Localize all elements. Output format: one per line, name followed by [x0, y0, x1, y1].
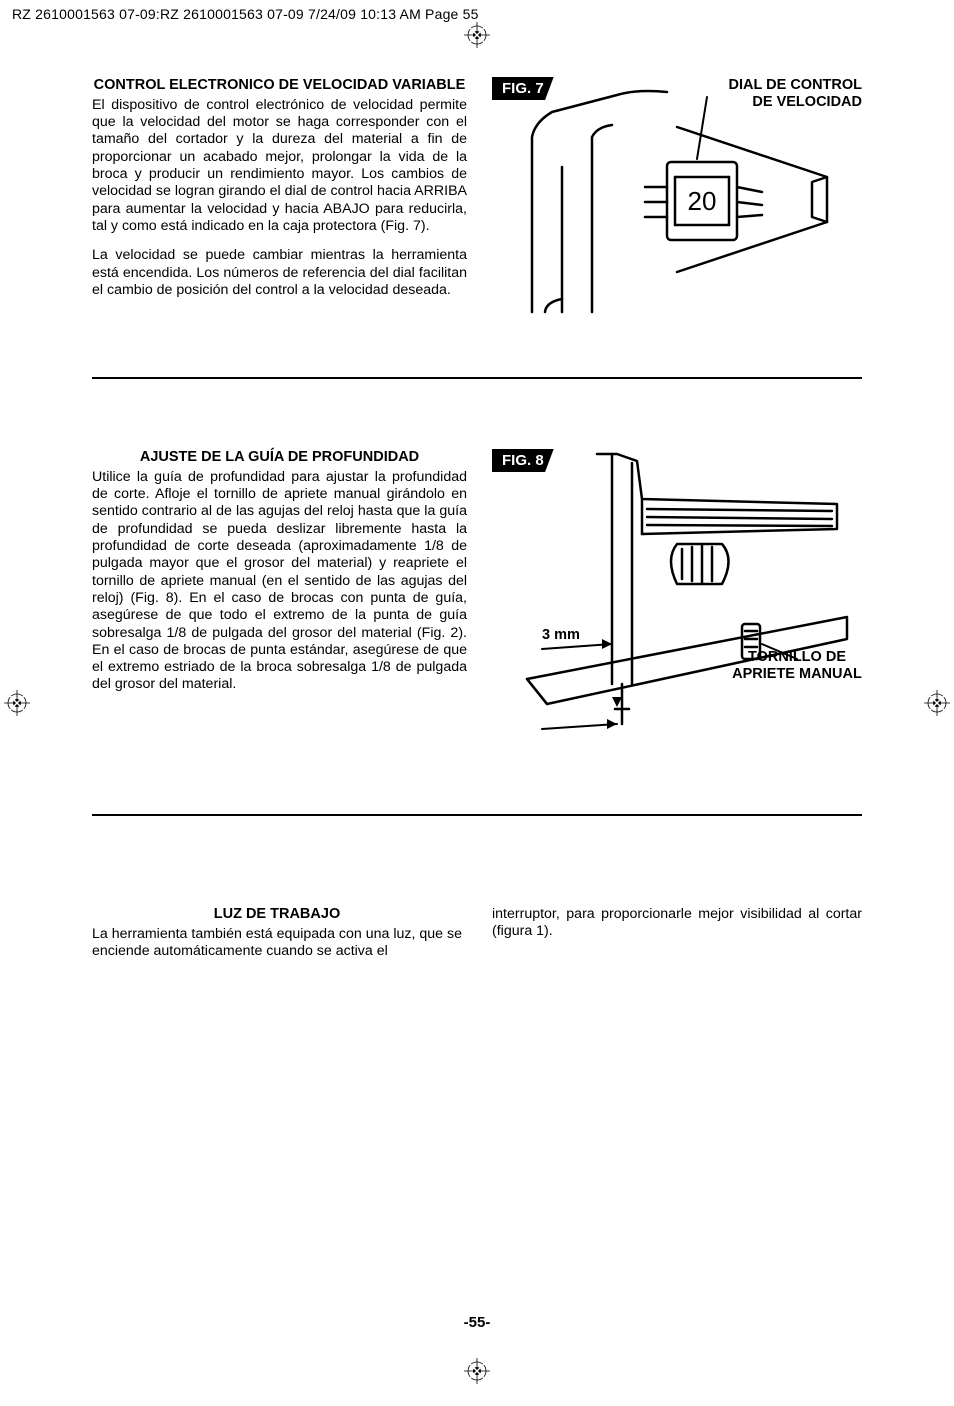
fig7-caption: DIAL DE CONTROL DE VELOCIDAD [712, 77, 862, 110]
fig7-label: FIG. 7 [492, 77, 554, 100]
divider1 [92, 377, 862, 379]
page-header: RZ 2610001563 07-09:RZ 2610001563 07-09 … [0, 0, 954, 22]
fig8-dim: 3 mm [542, 627, 580, 644]
registration-mark-top [464, 22, 490, 48]
svg-text:20: 20 [688, 186, 717, 216]
section1-p2: La velocidad se puede cambiar mientras l… [92, 247, 467, 299]
registration-mark-left [4, 690, 30, 716]
section1-p1: El dispositivo de control electrónico de… [92, 97, 467, 236]
section3-p1: La herramienta también está equipada con… [92, 926, 462, 959]
registration-mark-right [924, 690, 950, 716]
fig8-illustration [487, 449, 857, 749]
section2-heading: AJUSTE DE LA GUÍA DE PROFUNDIDAD [92, 449, 467, 467]
section2-p1: Utilice la guía de profundidad para ajus… [92, 469, 467, 694]
registration-mark-bottom [464, 1358, 490, 1384]
page-content: CONTROL ELECTRONICO DE VELOCIDAD VARIABL… [92, 77, 862, 960]
divider2 [92, 814, 862, 816]
page-number: -55- [464, 1314, 491, 1331]
section1-heading: CONTROL ELECTRONICO DE VELOCIDAD VARIABL… [92, 77, 467, 95]
fig8-caption: TORNILLO DE APRIETE MANUAL [732, 649, 862, 682]
section3-p2: interruptor, para proporcionarle mejor v… [492, 906, 862, 939]
fig8-label: FIG. 8 [492, 449, 554, 472]
section3-heading: LUZ DE TRABAJO [92, 906, 462, 924]
fig7-illustration: 20 [487, 77, 847, 317]
